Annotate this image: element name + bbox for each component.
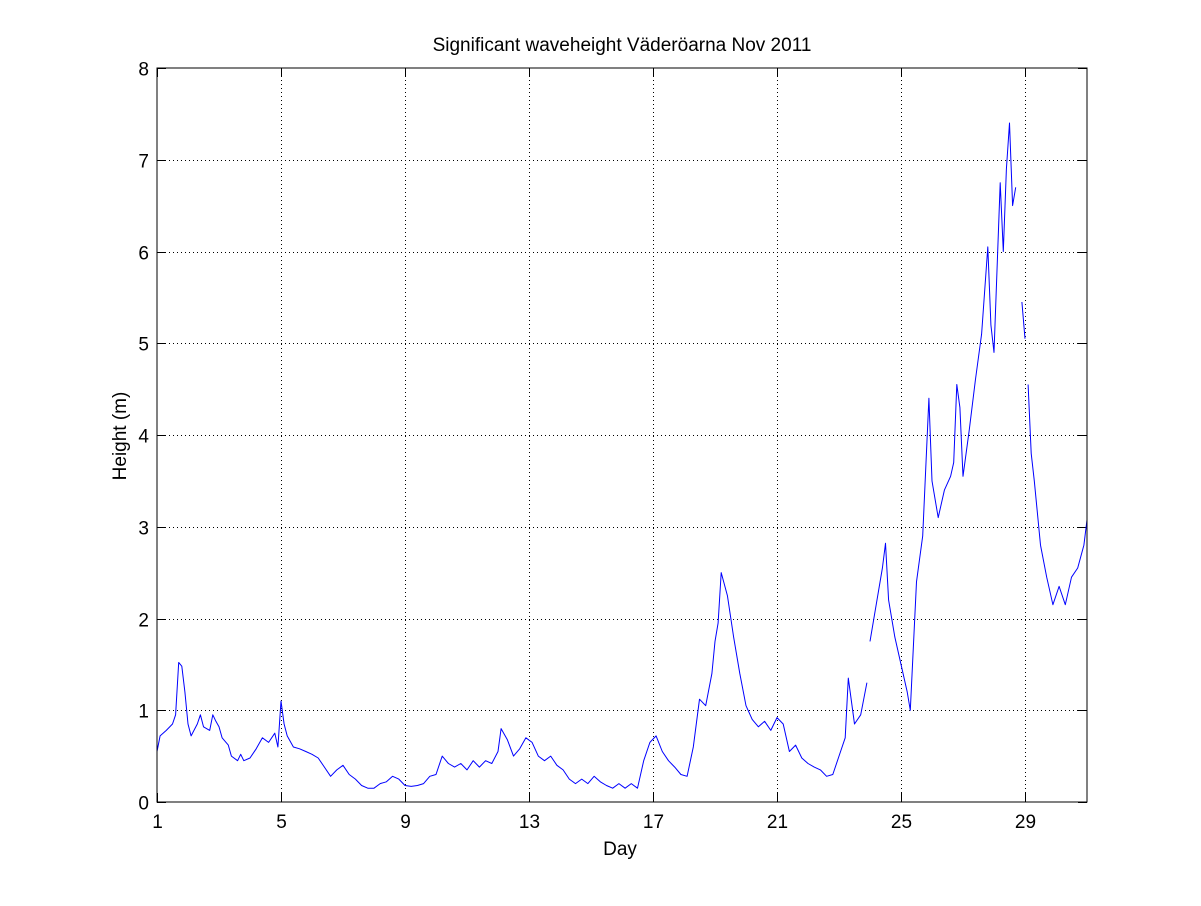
y-tick-label: 1 [138,702,149,723]
x-tick-label: 13 [519,812,540,833]
x-tick-label: 25 [891,812,912,833]
x-tick-label: 21 [767,812,788,833]
x-tick-label: 1 [152,812,163,833]
series-line-segment [869,122,1017,711]
x-tick-label: 5 [276,812,287,833]
y-tick-label: 3 [138,519,149,540]
grid [157,68,1087,802]
x-tick-label: 29 [1015,812,1036,833]
x-tick-label: 9 [400,812,411,833]
y-tick-label: 6 [138,244,149,265]
data-series [157,122,1087,789]
plot-frame [156,67,1088,803]
y-axis-label: Height (m) [110,392,131,481]
y-tick-label: 5 [138,335,149,356]
y-tick-label: 7 [138,152,149,173]
y-tick-label: 0 [138,794,149,815]
chart-title: Significant waveheight Väderöarna Nov 20… [433,35,812,56]
y-tick-label: 2 [138,611,149,632]
y-tick-label: 4 [138,427,149,448]
x-tick-label: 17 [643,812,664,833]
x-axis-label: Day [603,839,637,860]
series-line-segment [157,572,868,789]
series-line-segment [1021,301,1026,339]
series-line-segment [1027,384,1087,606]
y-tick-label: 8 [138,60,149,81]
